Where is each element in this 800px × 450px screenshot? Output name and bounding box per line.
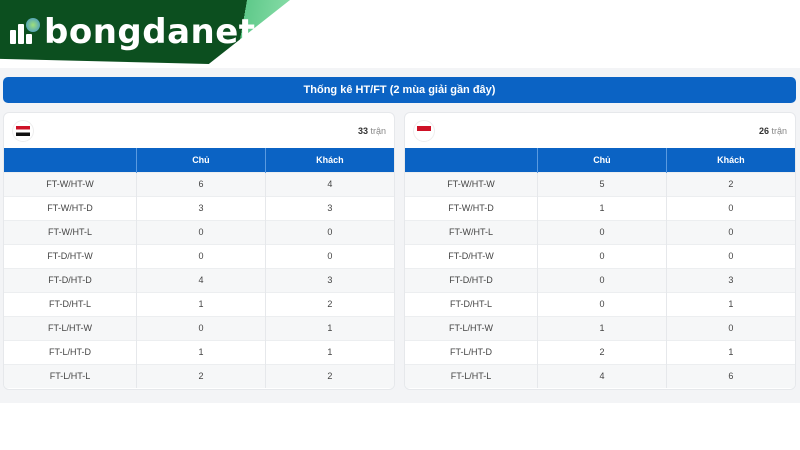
cell-home: 0 xyxy=(537,219,667,244)
table-row: FT-W/HT-W 6 4 xyxy=(4,171,394,196)
table-row: FT-L/HT-D 2 1 xyxy=(405,339,795,364)
cell-away: 1 xyxy=(264,339,394,364)
cell-label: FT-L/HT-D xyxy=(405,339,538,364)
table-row: FT-D/HT-D 4 3 xyxy=(4,267,394,292)
cell-home: 5 xyxy=(537,171,667,196)
cell-home: 0 xyxy=(136,219,266,244)
table-row: FT-D/HT-L 1 2 xyxy=(4,291,394,316)
cell-home: 2 xyxy=(537,339,667,364)
cell-label: FT-L/HT-W xyxy=(405,315,538,340)
cell-label: FT-W/HT-W xyxy=(4,171,137,196)
htft-table: Chủ Khách FT-W/HT-W 5 2 FT-W/HT-D 1 0 FT-W/HT-L… xyxy=(405,148,795,388)
cell-home: 6 xyxy=(136,171,266,196)
cell-label: FT-L/HT-D xyxy=(4,339,137,364)
cell-away: 0 xyxy=(264,243,394,268)
cell-label: FT-L/HT-L xyxy=(405,363,538,388)
table-row: FT-D/HT-L 0 1 xyxy=(405,291,795,316)
logo[interactable]: bongdanet xyxy=(10,12,256,52)
cell-home: 4 xyxy=(136,267,266,292)
table-row: FT-L/HT-L 4 6 xyxy=(405,363,795,388)
col-home: Chủ xyxy=(537,148,667,172)
cell-away: 4 xyxy=(264,171,394,196)
cell-label: FT-D/HT-L xyxy=(4,291,137,316)
cell-away: 3 xyxy=(665,267,795,292)
cell-home: 0 xyxy=(136,243,266,268)
match-count: 26 trận xyxy=(758,125,787,136)
cell-home: 4 xyxy=(537,363,667,388)
cell-away: 1 xyxy=(665,339,795,364)
cell-away: 0 xyxy=(665,219,795,244)
cell-away: 3 xyxy=(264,267,394,292)
cell-home: 0 xyxy=(537,243,667,268)
team-card-home: 33 trận Chủ Khách FT-W/HT-W 6 4 FT-W/HT-D 3 3 F… xyxy=(3,112,395,390)
cell-home: 1 xyxy=(136,291,266,316)
site-header: bongdanet xyxy=(0,0,800,68)
cell-away: 2 xyxy=(264,291,394,316)
cell-away: 0 xyxy=(264,219,394,244)
cell-label: FT-D/HT-D xyxy=(405,267,538,292)
cell-label: FT-D/HT-W xyxy=(405,243,538,268)
table-row: FT-D/HT-W 0 0 xyxy=(4,243,394,268)
cell-away: 0 xyxy=(665,195,795,220)
cell-label: FT-W/HT-D xyxy=(4,195,137,220)
cell-label: FT-D/HT-D xyxy=(4,267,137,292)
cell-label: FT-D/HT-W xyxy=(4,243,137,268)
cell-home: 0 xyxy=(537,267,667,292)
table-row: FT-W/HT-L 0 0 xyxy=(405,219,795,244)
cell-home: 0 xyxy=(537,291,667,316)
indonesia-flag-icon xyxy=(413,119,435,142)
iraq-flag-icon xyxy=(12,119,34,142)
cell-away: 0 xyxy=(665,243,795,268)
cell-away: 2 xyxy=(665,171,795,196)
cell-label: FT-W/HT-L xyxy=(4,219,137,244)
cell-label: FT-W/HT-L xyxy=(405,219,538,244)
htft-table: Chủ Khách FT-W/HT-W 6 4 FT-W/HT-D 3 3 FT-W/HT-L… xyxy=(4,148,394,388)
col-home: Chủ xyxy=(136,148,266,172)
table-row: FT-L/HT-W 0 1 xyxy=(4,315,394,340)
col-away: Khách xyxy=(665,148,795,172)
cell-home: 1 xyxy=(136,339,266,364)
cell-home: 1 xyxy=(537,315,667,340)
stats-section: Thống kê HT/FT (2 mùa giải gần đây) 33 t… xyxy=(0,68,800,403)
table-row: FT-L/HT-W 1 0 xyxy=(405,315,795,340)
cell-label: FT-L/HT-W xyxy=(4,315,137,340)
cell-label: FT-W/HT-W xyxy=(405,171,538,196)
match-count: 33 trận xyxy=(357,125,386,136)
cell-label: FT-W/HT-D xyxy=(405,195,538,220)
cell-away: 1 xyxy=(665,291,795,316)
cell-away: 6 xyxy=(665,363,795,388)
table-row: FT-W/HT-L 0 0 xyxy=(4,219,394,244)
logo-chart-ball-icon xyxy=(10,18,40,46)
table-row: FT-W/HT-D 1 0 xyxy=(405,195,795,220)
section-title: Thống kê HT/FT (2 mùa giải gần đây) xyxy=(3,77,796,103)
cell-away: 2 xyxy=(264,363,394,388)
table-row: FT-D/HT-W 0 0 xyxy=(405,243,795,268)
table-row: FT-L/HT-L 2 2 xyxy=(4,363,394,388)
table-row: FT-W/HT-D 3 3 xyxy=(4,195,394,220)
table-row: FT-W/HT-W 5 2 xyxy=(405,171,795,196)
cell-home: 1 xyxy=(537,195,667,220)
cell-home: 2 xyxy=(136,363,266,388)
cell-away: 1 xyxy=(264,315,394,340)
logo-text: bongdanet xyxy=(44,12,256,52)
cell-label: FT-L/HT-L xyxy=(4,363,137,388)
cell-home: 3 xyxy=(136,195,266,220)
team-card-away: 26 trận Chủ Khách FT-W/HT-W 5 2 FT-W/HT-D 1 0 F… xyxy=(404,112,796,390)
table-row: FT-L/HT-D 1 1 xyxy=(4,339,394,364)
cell-away: 3 xyxy=(264,195,394,220)
cell-away: 0 xyxy=(665,315,795,340)
table-row: FT-D/HT-D 0 3 xyxy=(405,267,795,292)
cell-home: 0 xyxy=(136,315,266,340)
cell-label: FT-D/HT-L xyxy=(405,291,538,316)
col-away: Khách xyxy=(264,148,394,172)
